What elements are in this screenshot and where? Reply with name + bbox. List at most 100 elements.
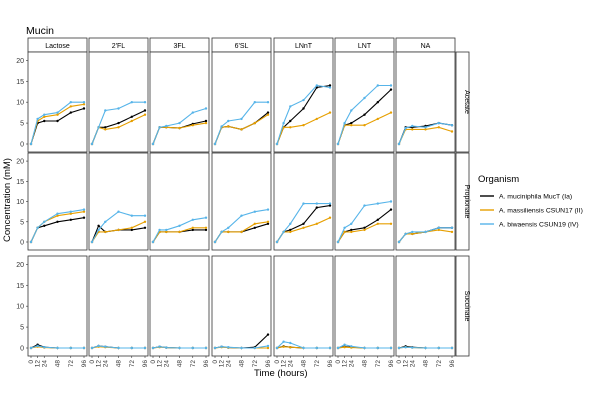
data-point-mas-propionate-lnt-72 <box>376 222 379 225</box>
data-point-biw-propionate-2-fl-96 <box>143 214 147 217</box>
x-tick-label-lnnt-0: 0 <box>274 360 281 364</box>
data-point-biw-acetate-lnnt-24 <box>289 105 292 108</box>
panel-succinate-lnnt <box>273 255 334 357</box>
data-point-biw-propionate-lactose-0 <box>29 240 33 244</box>
data-point-biw-acetate-3fl-0 <box>151 142 155 146</box>
data-point-biw-succinate-lnt-24 <box>350 345 353 348</box>
data-point-mas-acetate-lnnt-24 <box>289 126 292 129</box>
data-point-biw-propionate-lnnt-72 <box>315 202 318 205</box>
data-point-mas-succinate-6-sl-96 <box>266 346 270 350</box>
data-point-biw-acetate-6-sl-48 <box>240 117 243 121</box>
data-point-mas-acetate-lactose-48 <box>56 113 59 116</box>
x-tick-label-2-fl-24: 24 <box>102 360 109 368</box>
data-point-muc-propionate-lactose-24 <box>43 224 46 227</box>
data-point-biw-propionate-lnnt-0 <box>275 240 279 244</box>
data-point-mas-acetate-6-sl-96 <box>266 113 270 116</box>
data-point-biw-propionate-na-12 <box>404 232 407 236</box>
x-tick-label-lnt-96: 96 <box>388 360 395 368</box>
x-tick-label-lactose-96: 96 <box>81 360 88 368</box>
data-point-biw-succinate-3fl-12 <box>158 345 161 348</box>
series-line-mas-propionate-3fl <box>152 227 206 243</box>
y-tick-label-acetate-15: 15 <box>16 79 24 86</box>
data-point-biw-acetate-lactose-0 <box>29 142 33 146</box>
x-tick-label-2-fl-96: 96 <box>142 360 149 368</box>
x-tick-label-lnt-12: 12 <box>342 360 349 368</box>
panel-propionate-6-sl <box>211 152 272 251</box>
data-point-biw-acetate-na-24 <box>411 124 414 128</box>
data-point-biw-acetate-lnnt-96 <box>328 86 332 89</box>
data-point-biw-propionate-2-fl-0 <box>90 240 94 244</box>
x-tick-label-na-0: 0 <box>396 360 403 364</box>
data-point-biw-propionate-2-fl-12 <box>97 228 100 232</box>
data-point-biw-succinate-6-sl-48 <box>240 346 243 350</box>
data-point-biw-propionate-3fl-12 <box>158 228 161 232</box>
data-point-biw-acetate-2-fl-48 <box>117 107 120 110</box>
data-point-biw-acetate-lnnt-12 <box>282 121 285 125</box>
data-point-mas-acetate-lnnt-96 <box>328 111 332 114</box>
facet-label-3fl: 3FL <box>173 43 185 50</box>
data-point-biw-succinate-2-fl-12 <box>97 344 100 348</box>
data-point-mas-propionate-lnnt-96 <box>328 216 332 219</box>
x-tick-label-3fl-96: 96 <box>203 360 210 368</box>
data-point-biw-propionate-lactose-48 <box>56 212 59 215</box>
x-tick-label-na-96: 96 <box>449 360 456 368</box>
data-point-mas-propionate-6-sl-72 <box>253 222 256 225</box>
x-axis-label: Time (hours) <box>254 368 308 379</box>
data-point-muc-propionate-lnnt-24 <box>289 228 292 232</box>
data-point-biw-propionate-3fl-48 <box>178 224 181 227</box>
data-point-muc-acetate-3fl-96 <box>204 119 208 123</box>
data-point-mas-propionate-2-fl-48 <box>117 228 120 232</box>
y-tick-label-acetate-5: 5 <box>20 121 24 128</box>
data-point-mas-propionate-3fl-96 <box>204 226 208 229</box>
facet-label-na: NA <box>421 43 431 50</box>
data-point-mas-propionate-3fl-48 <box>178 230 181 234</box>
data-point-biw-propionate-6-sl-24 <box>227 226 230 229</box>
data-point-mas-acetate-3fl-72 <box>191 124 194 127</box>
data-point-biw-succinate-na-12 <box>404 346 407 349</box>
data-point-muc-acetate-6-sl-96 <box>266 111 270 114</box>
data-point-biw-acetate-lnnt-0 <box>275 142 279 146</box>
data-point-biw-propionate-lactose-24 <box>43 220 46 223</box>
data-point-biw-acetate-lnt-48 <box>363 96 366 100</box>
facet-label-lactose: Lactose <box>45 43 70 50</box>
series-line-mas-acetate-lnnt <box>276 112 331 145</box>
data-point-biw-acetate-lnt-96 <box>389 84 393 87</box>
data-point-biw-succinate-na-96 <box>450 346 454 350</box>
x-tick-label-lnt-72: 72 <box>375 360 382 368</box>
data-point-muc-propionate-6-sl-72 <box>253 226 256 229</box>
panel-acetate-3fl <box>149 51 210 153</box>
series-line-biw-propionate-2-fl <box>91 211 145 243</box>
data-point-biw-acetate-na-72 <box>437 121 440 125</box>
x-tick-label-6-sl-48: 48 <box>239 360 246 368</box>
data-point-mas-propionate-lnt-12 <box>343 230 346 234</box>
data-point-mas-acetate-lnt-96 <box>389 111 393 114</box>
data-point-mas-acetate-na-72 <box>437 126 440 129</box>
data-point-muc-acetate-lactose-96 <box>82 107 86 110</box>
y-tick-label-propionate-15: 15 <box>16 179 24 186</box>
data-point-biw-acetate-na-0 <box>397 142 401 146</box>
data-point-muc-acetate-2-fl-72 <box>130 115 133 119</box>
series-line-biw-acetate-na <box>398 122 453 145</box>
data-point-biw-succinate-lactose-24 <box>43 346 46 349</box>
data-point-biw-acetate-3fl-24 <box>165 124 168 128</box>
x-tick-label-3fl-48: 48 <box>177 360 184 368</box>
data-point-mas-propionate-na-24 <box>411 232 414 236</box>
data-point-biw-succinate-3fl-48 <box>178 346 181 350</box>
data-point-muc-propionate-lnt-48 <box>363 226 366 229</box>
data-point-biw-succinate-lnt-72 <box>376 346 379 350</box>
x-tick-label-na-12: 12 <box>403 360 410 368</box>
x-tick-label-lactose-24: 24 <box>41 360 48 368</box>
data-point-mas-acetate-lactose-24 <box>43 115 46 119</box>
data-point-biw-propionate-lactose-72 <box>69 210 73 213</box>
data-point-biw-succinate-na-24 <box>411 346 414 349</box>
panel-grid: Lactose 2'FL 3FL 6'SL LNnT LNT NA Acetate Propio… <box>16 37 470 368</box>
data-point-biw-propionate-lnt-72 <box>376 202 379 205</box>
data-point-mas-acetate-lnnt-72 <box>315 117 318 121</box>
x-tick-label-na-48: 48 <box>423 360 430 368</box>
data-point-biw-succinate-3fl-0 <box>151 346 155 350</box>
data-point-biw-acetate-lactose-12 <box>36 117 39 121</box>
data-point-biw-propionate-2-fl-48 <box>117 210 120 213</box>
data-point-biw-acetate-lactose-96 <box>82 101 86 104</box>
data-point-biw-succinate-lnnt-0 <box>275 346 279 350</box>
